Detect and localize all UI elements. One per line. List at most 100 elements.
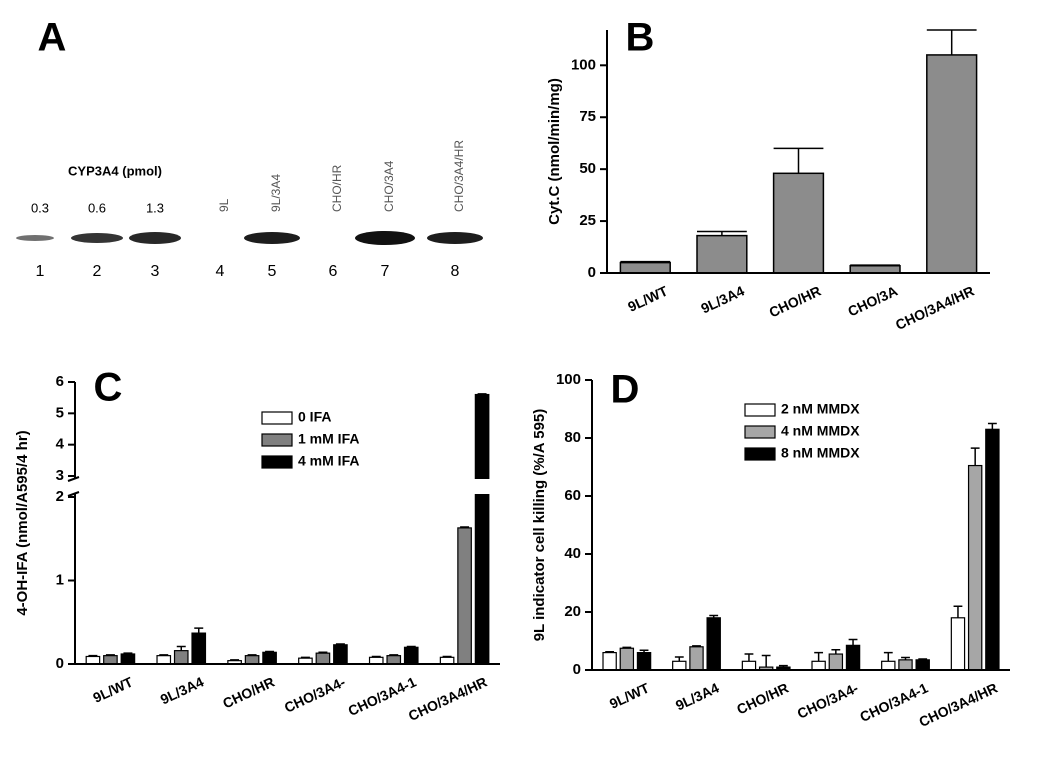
blot-band: [16, 235, 54, 241]
legend-swatch: [261, 411, 293, 425]
lane-number: 5: [268, 263, 277, 280]
amount-label: 0.6: [88, 200, 106, 215]
x-tick-label: CHO/HR: [767, 283, 824, 321]
y-tick-label: 0: [56, 655, 64, 672]
y-tick-label: 50: [579, 160, 596, 177]
y-tick-label: 3: [56, 467, 64, 484]
lane-number: 4: [216, 263, 225, 280]
bar: [191, 632, 207, 665]
x-tick-label: 9L/3A4: [698, 282, 747, 316]
bar: [985, 428, 1000, 671]
bar: [849, 264, 901, 274]
panel-label: A: [38, 16, 67, 60]
bar: [741, 660, 757, 671]
bar: [262, 651, 277, 665]
lane-number: 7: [381, 263, 390, 280]
amount-label: 1.3: [146, 200, 164, 215]
lane-label: CHO/3A4: [382, 160, 396, 212]
y-tick-label: 5: [56, 404, 64, 421]
x-tick-label: CHO/3A4-: [795, 679, 861, 721]
bar: [845, 644, 861, 671]
legend-swatch: [744, 447, 776, 461]
x-tick-label: CHO/3A4/HR: [916, 680, 1000, 730]
legend-label: 4 mM IFA: [298, 453, 359, 469]
bar: [828, 653, 844, 671]
bar: [474, 393, 490, 665]
x-tick-label: 9L/3A4: [673, 679, 722, 713]
bar: [706, 617, 721, 671]
legend-label: 8 nM MMDX: [781, 445, 860, 461]
bar: [244, 655, 260, 665]
lane-label: 9L: [217, 198, 231, 212]
y-axis-label: 4-OH-IFA (nmol/A595/4 hr): [14, 430, 31, 615]
bar: [772, 172, 825, 274]
lane-number: 2: [93, 263, 102, 280]
y-tick-label: 0: [588, 264, 596, 281]
bar: [619, 261, 671, 274]
blot-band: [244, 232, 300, 244]
error-bar: [953, 605, 963, 618]
bar: [173, 650, 189, 665]
y-tick-label: 20: [564, 603, 581, 620]
bar: [881, 660, 896, 671]
panel-label: B: [626, 16, 655, 60]
legend-label: 1 mM IFA: [298, 431, 359, 447]
lane-number: 3: [151, 263, 160, 280]
bar: [672, 660, 687, 671]
error-bar: [883, 651, 893, 662]
x-tick-label: CHO/3A4-: [282, 673, 348, 715]
break-mark: [67, 476, 80, 482]
error-bar: [848, 638, 858, 646]
bar: [636, 651, 652, 671]
x-tick-label: 9L/WT: [625, 282, 670, 314]
error-bar: [987, 422, 997, 430]
lane-number: 6: [329, 263, 338, 280]
blot-band: [355, 231, 415, 245]
error-bar: [773, 147, 824, 174]
y-tick-label: 2: [56, 488, 64, 505]
legend-swatch: [261, 433, 293, 447]
blot-band: [71, 233, 123, 243]
legend-label: 0 IFA: [298, 409, 331, 425]
legend-label: 2 nM MMDX: [781, 401, 860, 417]
y-tick-label: 60: [564, 487, 581, 504]
error-bar: [831, 648, 841, 655]
bar: [315, 652, 331, 665]
x-tick-label: CHO/3A4/HR: [893, 283, 977, 333]
x-tick-label: 9L/WT: [90, 673, 135, 705]
x-tick-label: CHO/3A4/HR: [406, 674, 490, 724]
bar: [156, 655, 172, 665]
bar: [602, 651, 617, 671]
axis-break: [65, 479, 500, 494]
lane-number: 1: [36, 263, 45, 280]
x-tick-label: CHO/HR: [220, 674, 277, 712]
y-tick-label: 1: [56, 571, 64, 588]
error-bar: [814, 651, 824, 662]
bar: [967, 464, 983, 671]
legend-swatch: [744, 425, 776, 439]
y-tick-label: 6: [56, 373, 64, 390]
blot-band: [427, 232, 483, 244]
lane-number: 8: [451, 263, 460, 280]
blot-band: [129, 232, 181, 244]
bar: [368, 656, 384, 665]
legend-swatch: [744, 403, 776, 417]
bar: [689, 646, 704, 671]
y-tick-label: 75: [579, 108, 596, 125]
bar: [103, 655, 118, 665]
error-bar: [194, 627, 204, 634]
y-tick-label: 100: [571, 56, 596, 73]
x-tick-label: 9L/3A4: [158, 673, 207, 707]
error-bar: [176, 645, 186, 651]
bar: [915, 659, 930, 671]
x-tick-label: CHO/HR: [734, 680, 791, 718]
y-tick-label: 80: [564, 429, 581, 446]
error-bar: [744, 653, 754, 662]
bar: [333, 644, 348, 665]
y-tick-label: 0: [573, 661, 581, 678]
bar: [811, 660, 826, 671]
error-bar: [926, 29, 977, 55]
y-axis-label: 9L indicator cell killing (%/A 595): [531, 409, 548, 642]
bar: [85, 655, 101, 665]
